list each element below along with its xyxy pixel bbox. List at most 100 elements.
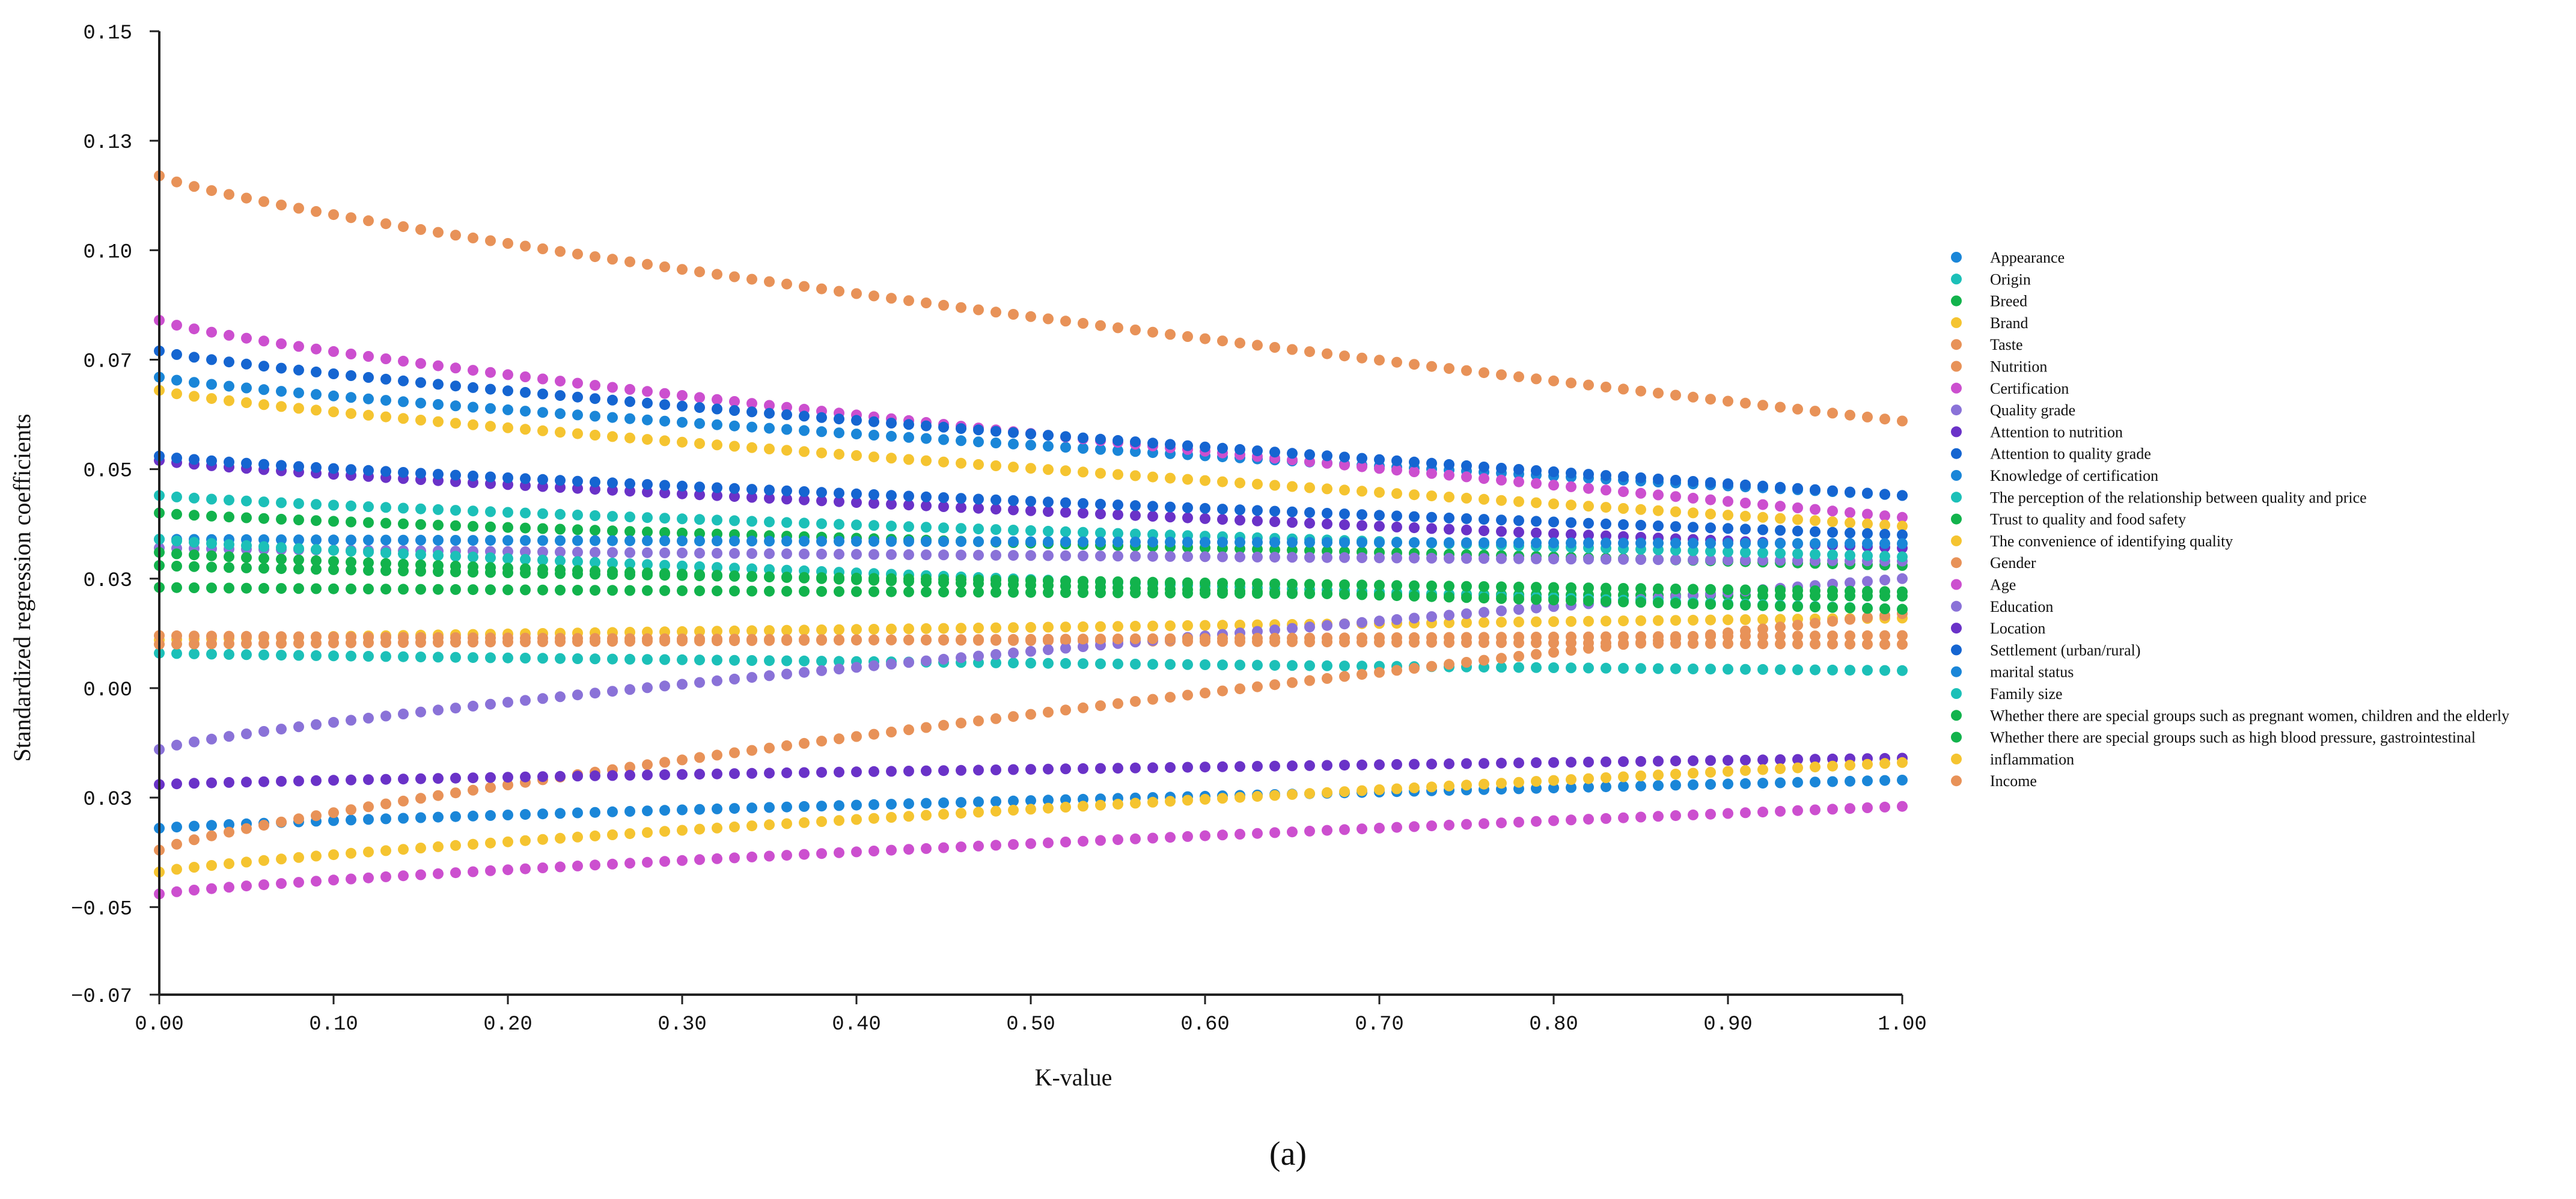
data-point (398, 534, 409, 546)
data-point (1792, 638, 1803, 650)
data-point (258, 582, 269, 594)
data-point (1147, 832, 1158, 844)
data-point (485, 421, 496, 432)
data-point (1496, 553, 1507, 564)
data-point (712, 535, 722, 547)
data-point (1060, 642, 1071, 654)
data-point (502, 864, 513, 876)
data-point (1426, 781, 1437, 793)
data-point (1879, 665, 1890, 676)
data-point (607, 254, 618, 265)
data-point (1235, 477, 1245, 489)
data-point (1008, 550, 1019, 561)
legend-marker (1951, 513, 1962, 525)
data-point (1008, 504, 1019, 516)
data-point (276, 878, 287, 889)
data-point (1601, 582, 1611, 594)
series-15 (154, 608, 1908, 856)
data-point (1548, 647, 1559, 658)
data-point (1513, 581, 1524, 593)
legend-marker (1951, 535, 1962, 546)
data-point (816, 495, 827, 507)
data-point (607, 686, 618, 697)
data-point (293, 852, 304, 863)
data-point (1113, 536, 1123, 548)
data-point (189, 537, 200, 548)
data-point (868, 430, 879, 441)
data-point (1548, 616, 1559, 627)
data-point (816, 767, 827, 778)
data-point (224, 551, 234, 563)
data-point (764, 742, 775, 754)
data-point (624, 653, 635, 665)
data-point (1182, 502, 1193, 513)
data-point (555, 408, 566, 419)
data-point (1391, 580, 1402, 591)
legend-item: Gender (1951, 554, 2036, 572)
data-point (1444, 553, 1454, 564)
data-point (1757, 614, 1768, 625)
data-point (1060, 316, 1071, 327)
data-point (607, 585, 618, 596)
data-point (659, 856, 670, 867)
data-point (799, 737, 810, 749)
data-point (171, 508, 182, 520)
series-16 (154, 801, 1908, 900)
data-point (1391, 552, 1402, 564)
data-point (1879, 510, 1890, 522)
data-point (1287, 448, 1298, 459)
data-point (764, 535, 775, 547)
data-point (1269, 537, 1280, 548)
data-point (485, 521, 496, 532)
data-point (851, 586, 862, 597)
data-point (380, 373, 391, 385)
data-point (746, 635, 757, 646)
data-point (241, 856, 252, 868)
data-point (729, 852, 740, 864)
data-point (520, 424, 531, 435)
data-point (224, 826, 234, 838)
data-point (363, 801, 374, 813)
data-point (694, 481, 705, 493)
data-point (346, 500, 356, 511)
data-point (799, 849, 810, 860)
data-point (1618, 583, 1629, 594)
data-point (224, 819, 234, 830)
legend-item: marital status (1951, 664, 2074, 681)
data-point (1374, 615, 1385, 627)
data-point (921, 297, 932, 308)
data-point (886, 573, 897, 584)
data-point (1496, 653, 1507, 664)
data-point (624, 413, 635, 424)
data-point (1601, 382, 1611, 392)
data-point (171, 864, 182, 875)
data-point (328, 775, 339, 786)
data-point (624, 535, 635, 546)
data-point (607, 653, 618, 665)
data-point (1426, 361, 1437, 372)
data-point (607, 829, 618, 840)
x-tick-label: 0.70 (1355, 1013, 1404, 1036)
data-point (624, 636, 635, 647)
data-point (886, 586, 897, 597)
data-point (450, 551, 461, 562)
data-point (1060, 507, 1071, 518)
data-point (1862, 586, 1873, 597)
data-point (1862, 538, 1873, 549)
data-point (1757, 511, 1768, 523)
data-point (1618, 631, 1629, 642)
data-point (1269, 505, 1280, 517)
data-point (1147, 529, 1158, 540)
data-point (921, 420, 932, 432)
data-point (380, 517, 391, 529)
data-point (886, 659, 897, 670)
data-point (712, 548, 722, 559)
data-point (520, 406, 531, 417)
data-point (258, 649, 269, 661)
data-point (1165, 762, 1176, 773)
data-point (590, 770, 600, 781)
data-point (1897, 757, 1908, 768)
data-point (1810, 549, 1821, 560)
data-point (311, 555, 322, 566)
data-point (1339, 671, 1350, 682)
